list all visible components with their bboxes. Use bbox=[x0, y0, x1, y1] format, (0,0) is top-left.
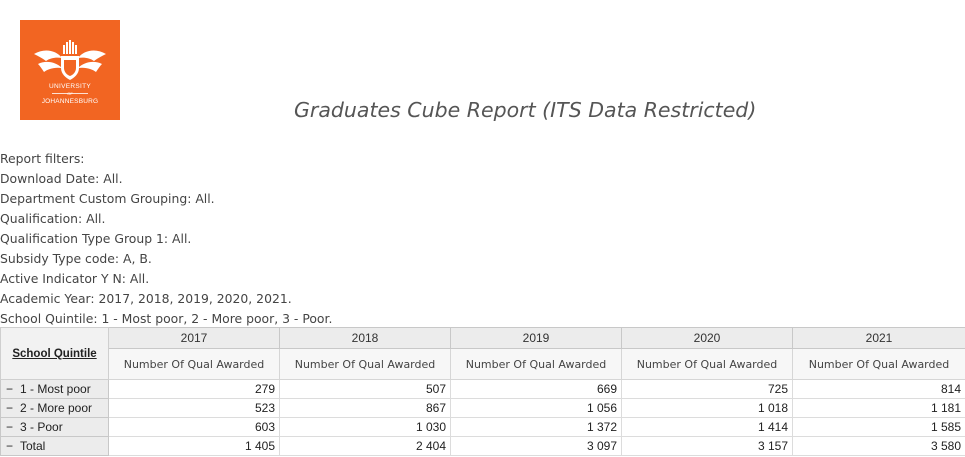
filter-download-date: Download Date: All. bbox=[0, 171, 123, 186]
column-header-year[interactable]: 2019 bbox=[450, 327, 622, 349]
row-dimension-label: School Quintile bbox=[12, 347, 97, 360]
measure-header[interactable]: Number Of Qual Awarded bbox=[621, 348, 793, 380]
collapse-icon[interactable]: − bbox=[6, 439, 14, 453]
table-cell: 1 181 bbox=[792, 398, 965, 418]
filter-qualification: Qualification: All. bbox=[0, 211, 106, 226]
table-cell: 3 157 bbox=[621, 436, 793, 456]
table-cell: 523 bbox=[108, 398, 280, 418]
column-header-year[interactable]: 2020 bbox=[621, 327, 793, 349]
measure-header[interactable]: Number Of Qual Awarded bbox=[108, 348, 280, 380]
table-cell: 1 372 bbox=[450, 417, 622, 437]
collapse-icon[interactable]: − bbox=[6, 420, 14, 434]
measure-header-row: Number Of Qual Awarded Number Of Qual Aw… bbox=[1, 348, 965, 380]
filter-qualification-type: Qualification Type Group 1: All. bbox=[0, 231, 192, 246]
measure-header[interactable]: Number Of Qual Awarded bbox=[792, 348, 965, 380]
row-label: Total bbox=[20, 439, 46, 453]
table-cell: 867 bbox=[279, 398, 451, 418]
table-cell: 279 bbox=[108, 379, 280, 399]
row-header-quintile-1[interactable]: −1 - Most poor bbox=[0, 379, 109, 399]
collapse-icon[interactable]: − bbox=[6, 382, 14, 396]
table-cell: 1 056 bbox=[450, 398, 622, 418]
table-cell: 3 097 bbox=[450, 436, 622, 456]
pivot-table: School Quintile 2017 2018 2019 2020 2021… bbox=[0, 327, 965, 456]
table-row: −3 - Poor 603 1 030 1 372 1 414 1 585 bbox=[0, 417, 965, 437]
filter-school-quintile: School Quintile: 1 - Most poor, 2 - More… bbox=[0, 311, 333, 326]
table-cell: 1 405 bbox=[108, 436, 280, 456]
table-cell: 1 585 bbox=[792, 417, 965, 437]
table-cell: 603 bbox=[108, 417, 280, 437]
column-header-year[interactable]: 2017 bbox=[108, 327, 280, 349]
table-row: −1 - Most poor 279 507 669 725 814 bbox=[0, 379, 965, 399]
report-filters: Report filters: Download Date: All. Depa… bbox=[0, 149, 332, 329]
table-cell: 1 030 bbox=[279, 417, 451, 437]
row-header-quintile-2[interactable]: −2 - More poor bbox=[0, 398, 109, 418]
row-label: 3 - Poor bbox=[20, 420, 63, 434]
logo-text-johannesburg: JOHANNESBURG bbox=[41, 98, 99, 105]
table-cell: 814 bbox=[792, 379, 965, 399]
row-header-total[interactable]: − Total bbox=[0, 436, 109, 456]
report-title: Graduates Cube Report (ITS Data Restrict… bbox=[294, 98, 757, 122]
table-cell: 1 414 bbox=[621, 417, 793, 437]
filter-academic-year: Academic Year: 2017, 2018, 2019, 2020, 2… bbox=[0, 291, 292, 306]
filter-heading: Report filters: bbox=[0, 151, 85, 166]
crest-icon bbox=[34, 40, 106, 80]
table-cell: 1 018 bbox=[621, 398, 793, 418]
logo-text-of: OF bbox=[67, 91, 73, 96]
filter-department-grouping: Department Custom Grouping: All. bbox=[0, 191, 215, 206]
university-logo: UNIVERSITY OF JOHANNESBURG bbox=[20, 20, 120, 120]
table-cell: 669 bbox=[450, 379, 622, 399]
filter-active-indicator: Active Indicator Y N: All. bbox=[0, 271, 150, 286]
collapse-icon[interactable]: − bbox=[6, 401, 14, 415]
table-row: −2 - More poor 523 867 1 056 1 018 1 181 bbox=[0, 398, 965, 418]
filter-subsidy-type: Subsidy Type code: A, B. bbox=[0, 251, 152, 266]
row-label: 2 - More poor bbox=[20, 401, 93, 415]
table-row-total: − Total 1 405 2 404 3 097 3 157 3 580 bbox=[0, 436, 965, 456]
row-label: 1 - Most poor bbox=[20, 382, 91, 396]
measure-header[interactable]: Number Of Qual Awarded bbox=[279, 348, 451, 380]
table-cell: 3 580 bbox=[792, 436, 965, 456]
row-header-quintile-3[interactable]: −3 - Poor bbox=[0, 417, 109, 437]
year-header-row: School Quintile 2017 2018 2019 2020 2021 bbox=[0, 327, 965, 380]
row-dimension-header[interactable]: School Quintile bbox=[0, 327, 109, 380]
column-header-year[interactable]: 2018 bbox=[279, 327, 451, 349]
logo-text-university: UNIVERSITY bbox=[48, 83, 91, 90]
column-header-year[interactable]: 2021 bbox=[792, 327, 965, 349]
table-cell: 2 404 bbox=[279, 436, 451, 456]
measure-header[interactable]: Number Of Qual Awarded bbox=[450, 348, 622, 380]
table-cell: 507 bbox=[279, 379, 451, 399]
logo-divider bbox=[52, 93, 88, 94]
table-cell: 725 bbox=[621, 379, 793, 399]
